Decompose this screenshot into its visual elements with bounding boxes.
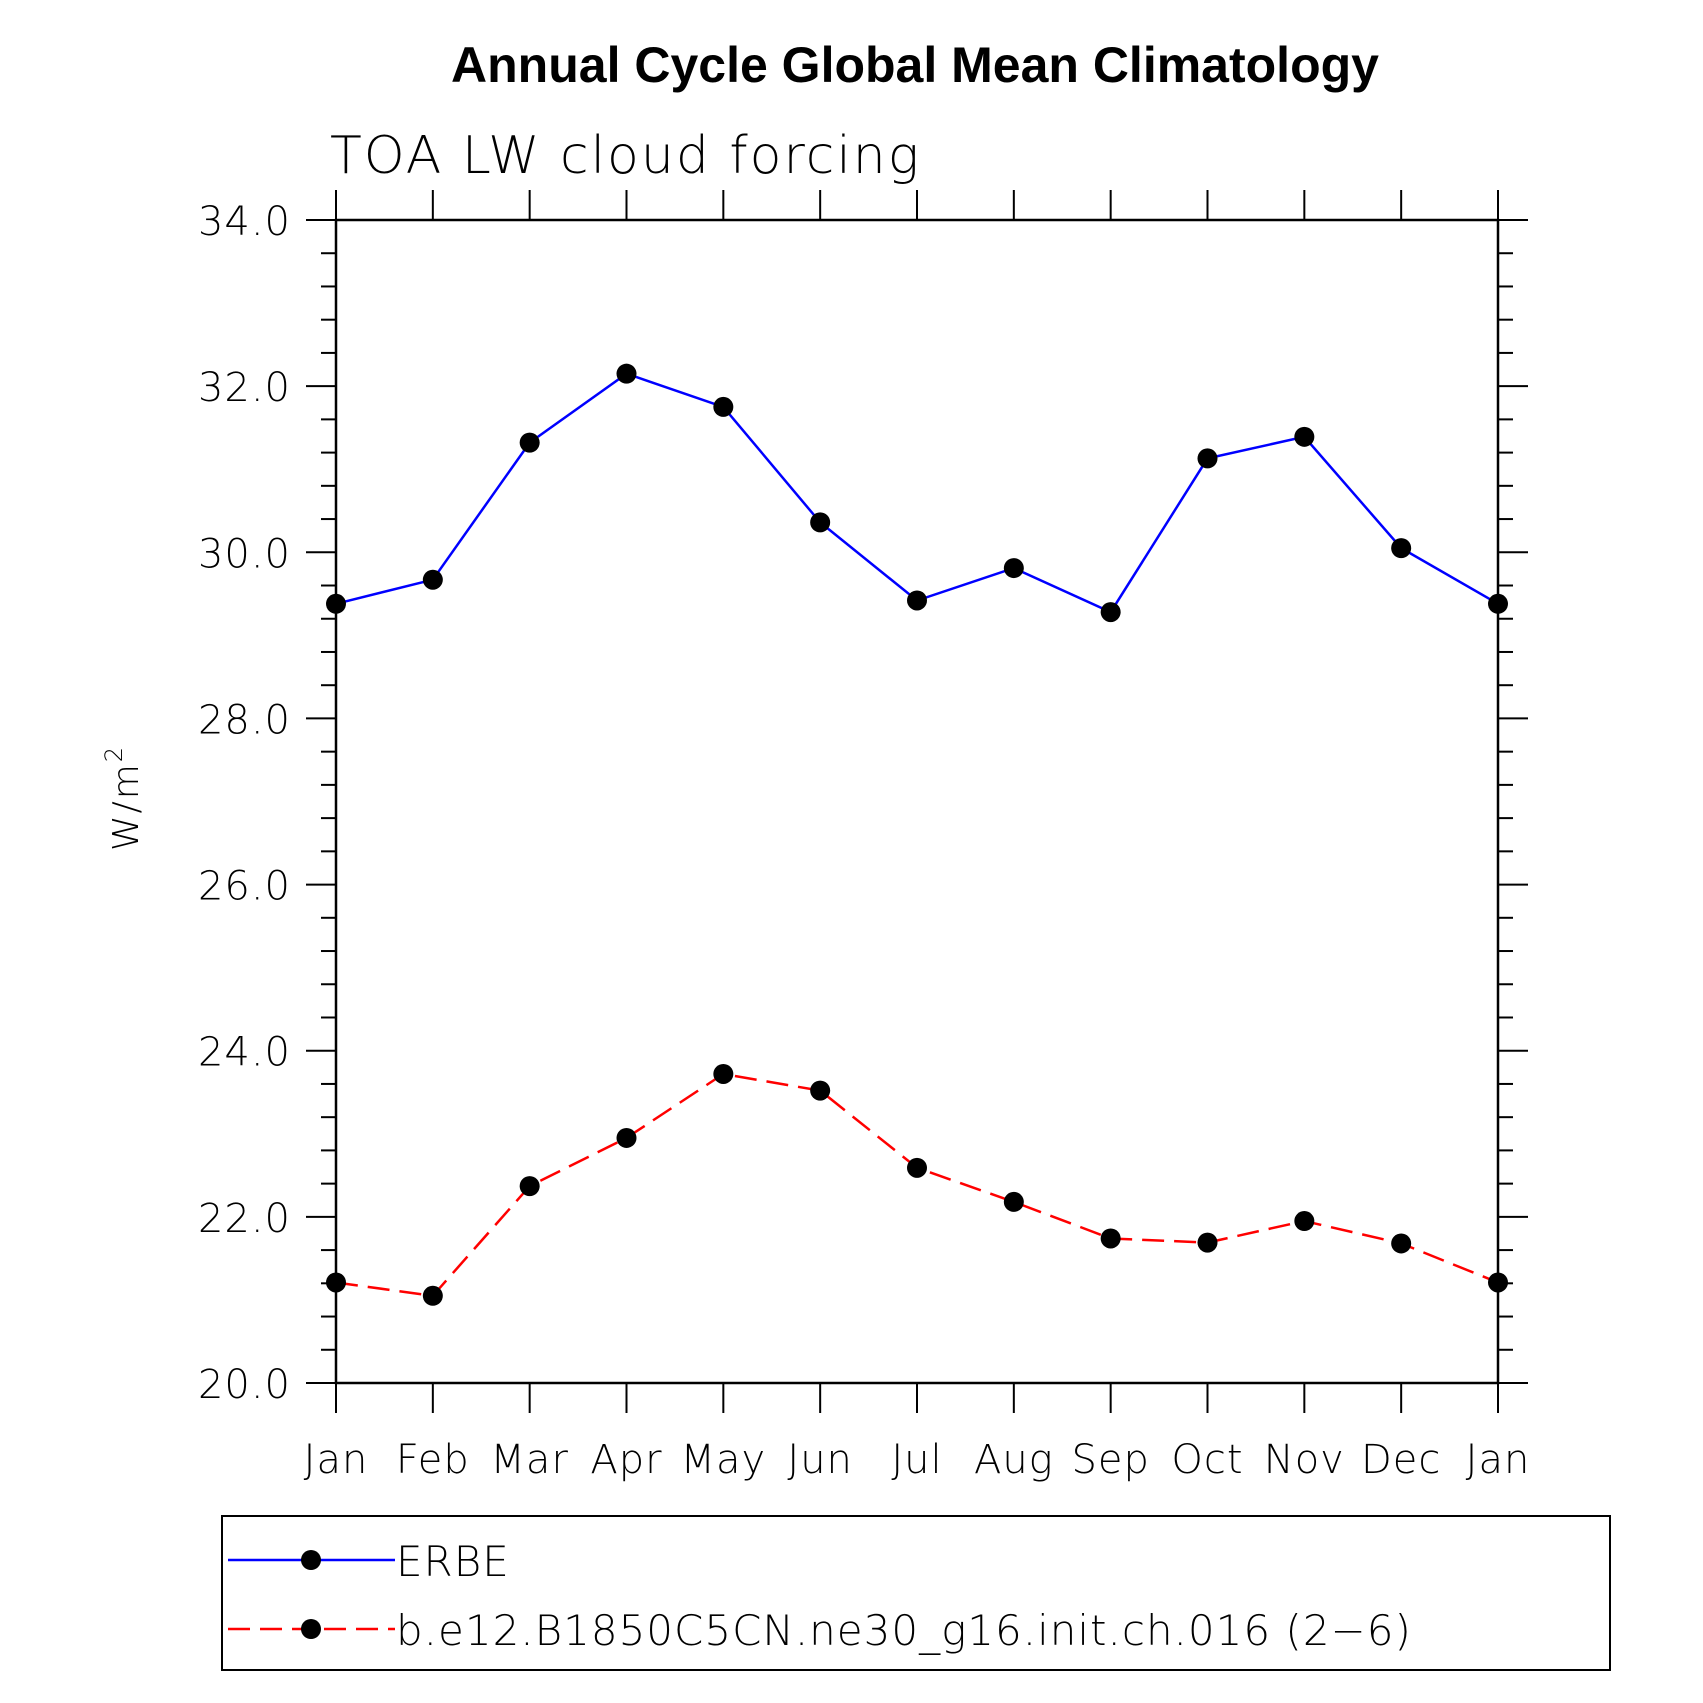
data-point xyxy=(326,1272,346,1293)
data-point xyxy=(1197,448,1218,469)
data-point xyxy=(1488,1272,1508,1293)
series-layer xyxy=(326,363,1508,1306)
data-point xyxy=(519,432,540,453)
data-point xyxy=(713,1063,734,1084)
x-tick-label: Mar xyxy=(490,1437,568,1483)
data-point xyxy=(810,512,831,533)
data-point xyxy=(1003,558,1024,579)
series-line xyxy=(335,372,1499,614)
plot-frame xyxy=(334,218,1500,1385)
x-tick-label: Dec xyxy=(1361,1437,1441,1483)
data-point xyxy=(1488,593,1508,614)
data-point xyxy=(1391,538,1412,559)
data-point xyxy=(519,1176,540,1197)
x-tick-label: Jan xyxy=(1466,1437,1531,1483)
x-tick-label: Apr xyxy=(590,1437,662,1483)
x-tick-label: Jan xyxy=(304,1437,369,1483)
series-1 xyxy=(326,363,1508,623)
y-tick-label: 34.0 xyxy=(198,199,291,245)
x-tick-label: May xyxy=(680,1437,766,1483)
y-axis-label: W/m2 xyxy=(100,745,147,851)
legend: ERBE b.e12.B1850C5CN.ne30_g16.init.ch.016… xyxy=(221,1515,1611,1671)
axis-ticks xyxy=(306,190,1528,1413)
legend-box xyxy=(221,1515,1611,1671)
data-point xyxy=(1100,602,1121,623)
legend-label: b.e12.B1850C5CN.ne30_g16.init.ch.016 (2−… xyxy=(396,1606,1412,1655)
data-point xyxy=(616,1127,637,1148)
y-tick-label: 26.0 xyxy=(198,864,291,910)
legend-marker xyxy=(301,1550,321,1570)
x-tick-label: Sep xyxy=(1071,1437,1149,1483)
data-point xyxy=(713,396,734,417)
y-tick-labels: 20.0 22.0 24.0 26.0 28.0 30.0 32.0 34.0 xyxy=(198,199,291,1408)
y-tick-label: 22.0 xyxy=(198,1196,291,1242)
chart-title: Annual Cycle Global Mean Climatology xyxy=(451,37,1379,93)
x-tick-labels: Jan Feb Mar Apr May Jun Jul Aug Sep Oct Nov Dec Jan xyxy=(304,1437,1531,1483)
data-point xyxy=(907,590,927,611)
data-point xyxy=(1197,1232,1218,1253)
data-point xyxy=(1294,426,1315,447)
data-point xyxy=(1003,1191,1024,1212)
y-tick-label: 32.0 xyxy=(198,365,291,411)
legend-entry: ERBE xyxy=(228,1537,510,1586)
data-point xyxy=(907,1157,927,1178)
y-axis-label-text: W/m xyxy=(106,762,147,851)
x-tick-label: Nov xyxy=(1264,1437,1345,1483)
svg-text:W/m2: W/m2 xyxy=(100,745,147,851)
data-point xyxy=(616,363,637,384)
x-tick-label: Jun xyxy=(787,1437,853,1483)
y-tick-label: 24.0 xyxy=(198,1030,291,1076)
data-point xyxy=(326,593,346,614)
series-line xyxy=(335,1072,1499,1298)
y-axis-label-superscript: 2 xyxy=(100,745,128,762)
data-point xyxy=(1100,1228,1121,1249)
y-tick-label: 28.0 xyxy=(198,697,291,743)
chart-subtitle: TOA LW cloud forcing xyxy=(330,126,921,186)
x-tick-label: Jul xyxy=(891,1437,942,1483)
legend-entry: b.e12.B1850C5CN.ne30_g16.init.ch.016 (2−… xyxy=(228,1606,1412,1655)
y-tick-label: 20.0 xyxy=(198,1362,291,1408)
legend-entries: ERBE b.e12.B1850C5CN.ne30_g16.init.ch.016… xyxy=(228,1537,1412,1655)
data-point xyxy=(1294,1211,1315,1232)
series-2 xyxy=(326,1063,1508,1306)
legend-marker xyxy=(301,1619,321,1639)
data-point xyxy=(422,569,443,590)
legend-label: ERBE xyxy=(396,1537,510,1586)
x-tick-label: Feb xyxy=(396,1437,470,1483)
data-point xyxy=(422,1285,443,1306)
y-tick-label: 30.0 xyxy=(198,531,291,577)
x-tick-label: Oct xyxy=(1171,1437,1243,1483)
data-point xyxy=(1391,1233,1412,1254)
x-tick-label: Aug xyxy=(974,1437,1054,1483)
data-point xyxy=(810,1080,831,1101)
